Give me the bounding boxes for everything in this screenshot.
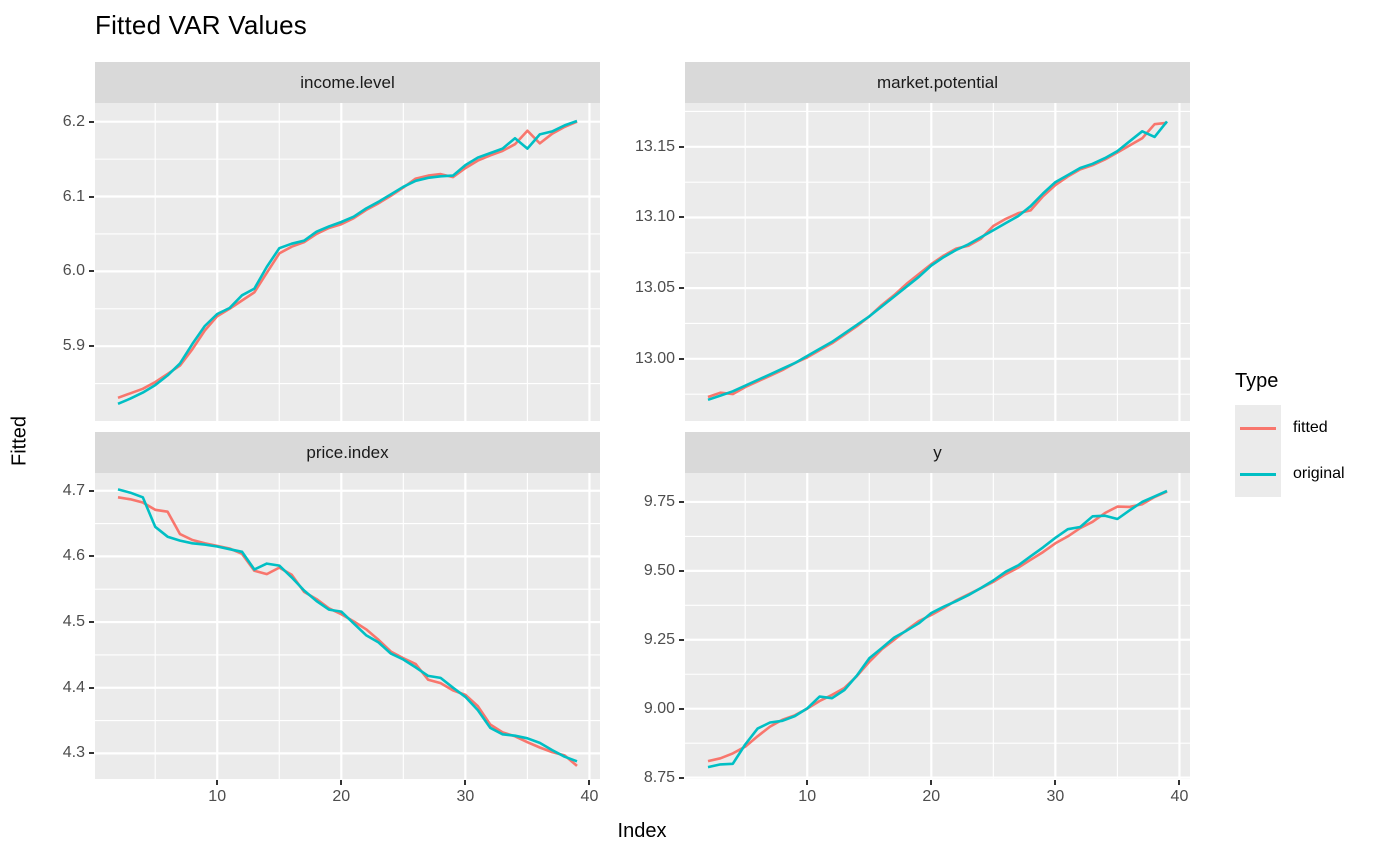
y-tick-label: 9.00 — [643, 699, 675, 717]
legend: Type fitted original — [1235, 370, 1345, 497]
legend-keys: fitted original — [1235, 405, 1345, 497]
y-tick-mark — [89, 489, 94, 492]
y-tick-label: 13.10 — [634, 208, 675, 226]
facet-strip-income-level: income.level — [95, 62, 600, 103]
y-tick-mark — [89, 345, 94, 348]
y-tick-mark — [89, 195, 94, 198]
plot-title: Fitted VAR Values — [95, 10, 307, 40]
y-tick-mark — [679, 776, 684, 779]
original-line — [707, 489, 1168, 769]
x-tick-label: 10 — [208, 788, 227, 805]
original-line — [117, 119, 578, 405]
y-tick-label: 4.3 — [62, 744, 85, 762]
y-tick-label: 13.05 — [634, 279, 675, 297]
y-tick-mark — [89, 270, 94, 273]
x-tick-mark — [464, 780, 467, 785]
x-tick-mark — [1054, 780, 1057, 785]
y-tick-label: 5.9 — [62, 337, 85, 355]
fitted-line-swatch — [1240, 427, 1276, 430]
legend-entry-original: original — [1235, 451, 1345, 497]
y-tick-mark — [89, 621, 94, 624]
x-tick-label: 40 — [1170, 788, 1189, 805]
y-tick-label: 6.0 — [62, 262, 85, 280]
facet-panel-market-potential — [685, 103, 1190, 421]
fitted-line — [117, 120, 578, 400]
facet-panel-price-index — [95, 473, 600, 779]
y-tick-mark — [679, 638, 684, 641]
x-axis-title: Index — [617, 820, 667, 842]
fitted-line — [117, 496, 578, 767]
y-tick-mark — [679, 287, 684, 290]
y-tick-mark — [679, 145, 684, 148]
original-line — [707, 120, 1169, 402]
y-tick-mark — [89, 752, 94, 755]
x-tick-label: 30 — [1046, 788, 1065, 805]
facet-strip-label: y — [933, 442, 942, 462]
facet-strip-label: price.index — [306, 442, 389, 462]
x-tick-mark — [930, 780, 933, 785]
y-tick-label: 9.50 — [643, 561, 675, 579]
legend-key-original — [1235, 451, 1281, 497]
y-tick-mark — [679, 569, 684, 572]
y-tick-label: 13.00 — [634, 349, 675, 367]
y-tick-mark — [679, 216, 684, 219]
x-tick-label: 10 — [798, 788, 817, 805]
y-tick-label: 9.25 — [643, 630, 675, 648]
x-tick-mark — [588, 780, 591, 785]
x-tick-label: 20 — [922, 788, 941, 805]
legend-label-original: original — [1293, 465, 1345, 482]
facet-panel-y — [685, 473, 1190, 779]
legend-entry-fitted: fitted — [1235, 405, 1345, 451]
facet-strip-market-potential: market.potential — [685, 62, 1190, 103]
facet-panel-income-level — [95, 103, 600, 421]
y-tick-label: 4.7 — [62, 481, 85, 499]
y-tick-mark — [89, 686, 94, 689]
x-tick-mark — [216, 780, 219, 785]
y-tick-label: 13.15 — [634, 137, 675, 155]
y-tick-mark — [89, 120, 94, 123]
facet-strip-label: income.level — [300, 72, 395, 92]
x-tick-label: 30 — [456, 788, 475, 805]
y-tick-label: 4.5 — [62, 613, 85, 631]
y-tick-label: 6.2 — [62, 112, 85, 130]
y-tick-label: 4.4 — [62, 678, 85, 696]
y-tick-label: 8.75 — [643, 768, 675, 786]
x-tick-mark — [340, 780, 343, 785]
x-tick-mark — [806, 780, 809, 785]
y-tick-mark — [89, 555, 94, 558]
y-tick-label: 9.75 — [643, 492, 675, 510]
legend-label-fitted: fitted — [1293, 419, 1328, 436]
x-tick-mark — [1178, 780, 1181, 785]
x-tick-label: 40 — [580, 788, 599, 805]
facet-strip-price-index: price.index — [95, 432, 600, 473]
y-tick-label: 4.6 — [62, 547, 85, 565]
y-tick-mark — [679, 500, 684, 503]
y-tick-mark — [679, 707, 684, 710]
facet-strip-y: y — [685, 432, 1190, 473]
y-axis-title: Fitted — [8, 415, 31, 467]
y-tick-label: 6.1 — [62, 187, 85, 205]
facet-strip-label: market.potential — [877, 72, 998, 92]
legend-title: Type — [1235, 370, 1279, 392]
legend-key-fitted — [1235, 405, 1281, 451]
original-line-swatch — [1240, 473, 1276, 476]
y-tick-mark — [679, 357, 684, 360]
x-tick-label: 20 — [332, 788, 351, 805]
original-line — [117, 488, 578, 763]
